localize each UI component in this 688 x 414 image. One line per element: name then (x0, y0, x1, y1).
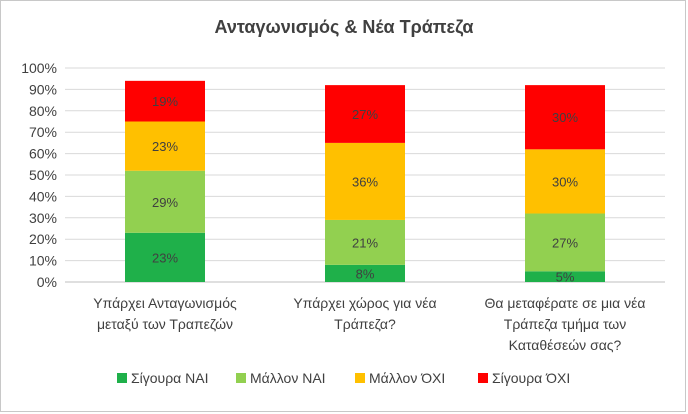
bar-segment (325, 85, 405, 143)
y-tick-label: 10% (29, 253, 57, 269)
legend-swatch (478, 373, 488, 383)
x-category-label: Καταθέσεών σας? (509, 337, 622, 353)
legend-label: Σίγουρα ΌΧΙ (492, 370, 570, 386)
y-tick-label: 90% (29, 81, 57, 97)
y-tick-label: 30% (29, 210, 57, 226)
y-tick-label: 60% (29, 146, 57, 162)
y-tick-label: 70% (29, 124, 57, 140)
data-label: 21% (352, 235, 378, 250)
bar-segment (525, 149, 605, 214)
legend-swatch (117, 373, 127, 383)
data-label: 23% (152, 250, 178, 265)
legend-swatch (236, 373, 246, 383)
data-label: 30% (552, 110, 578, 125)
y-tick-label: 100% (21, 60, 57, 76)
data-label: 36% (352, 174, 378, 189)
legend-label: Μάλλον ΝΑΙ (250, 370, 326, 386)
x-category-label: μεταξύ των Τραπεζών (97, 316, 233, 332)
y-tick-label: 20% (29, 231, 57, 247)
data-label: 27% (552, 235, 578, 250)
bar-segment (325, 142, 405, 220)
y-tick-label: 50% (29, 167, 57, 183)
legend-label: Σίγουρα ΝΑΙ (131, 370, 209, 386)
y-tick-label: 40% (29, 188, 57, 204)
x-category-label: Τράπεζα? (334, 316, 396, 332)
x-category-label: Θα μεταφέρατε σε μια νέα (485, 295, 646, 311)
x-category-label: Υπάρχει χώρος για νέα (293, 295, 436, 311)
data-label: 27% (352, 107, 378, 122)
y-tick-label: 0% (37, 274, 57, 290)
bar-segment (325, 264, 405, 282)
bar-segment (125, 121, 205, 171)
chart-title: Ανταγωνισμός & Νέα Τράπεζα (214, 17, 474, 37)
y-tick-label: 80% (29, 103, 57, 119)
bar-segment (325, 219, 405, 265)
bar-segment (125, 170, 205, 233)
data-label: 5% (556, 270, 575, 285)
data-label: 23% (152, 139, 178, 154)
x-category-label: Τράπεζα τμήμα των (504, 316, 626, 332)
x-category-label: Υπάρχει Ανταγωνισμός (93, 295, 237, 311)
data-label: 30% (552, 174, 578, 189)
data-label: 29% (152, 195, 178, 210)
data-label: 8% (356, 266, 375, 281)
bar-segment (525, 85, 605, 150)
bar-segment (525, 213, 605, 272)
data-label: 19% (152, 94, 178, 109)
legend-swatch (355, 373, 365, 383)
bar-segment (125, 232, 205, 282)
bar-segment (125, 80, 205, 122)
bar-segment (525, 271, 605, 282)
legend-label: Μάλλον ΌΧΙ (369, 370, 445, 386)
